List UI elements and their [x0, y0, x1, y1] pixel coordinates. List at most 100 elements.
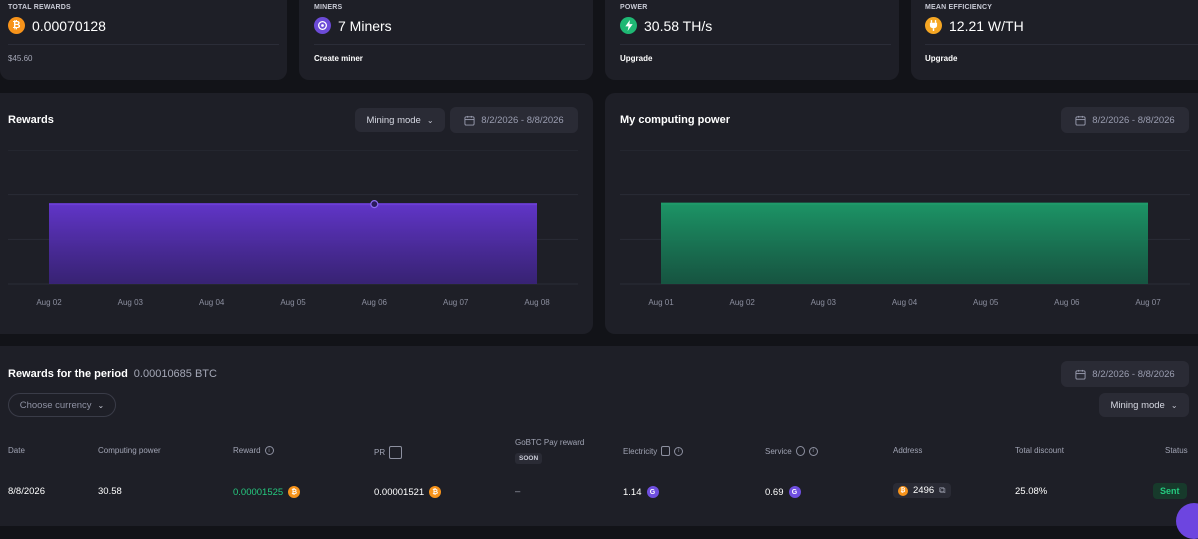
header-computing-power: Computing power [98, 446, 161, 455]
soon-badge: SOON [515, 453, 543, 464]
electricity-icon[interactable] [661, 446, 671, 456]
stat-card-miners: MINERS 7 Miners Create miner [299, 0, 593, 80]
chevron-down-icon: ⌄ [1170, 400, 1178, 410]
bitcoin-icon: ₿ [288, 486, 301, 498]
header-gobtc: GoBTC Pay reward [515, 438, 585, 447]
stat-label: POWER [620, 4, 648, 11]
highlighted-data-point[interactable] [370, 200, 379, 209]
chevron-down-icon: ⌄ [426, 115, 434, 125]
period-total: 0.00010685 BTC [133, 368, 217, 380]
address-value: 2496 [913, 485, 935, 496]
header-reward: Reward i [233, 446, 274, 455]
stat-usd-value: $45.60 [8, 54, 33, 63]
x-tick-label: Aug 04 [892, 298, 918, 307]
chat-bubble-button[interactable] [1176, 503, 1198, 539]
header-electricity: Electricity i [623, 446, 684, 456]
cell-computing-power: 30.58 [98, 486, 122, 497]
x-tick-label: Aug 07 [1135, 298, 1161, 307]
stat-card-efficiency: MEAN EFFICIENCY 12.21 W/TH Upgrade [911, 0, 1198, 80]
stat-value: 7 Miners [338, 17, 392, 34]
x-tick-label: Aug 02 [36, 298, 62, 307]
header-status: Status [1165, 446, 1188, 455]
currency-placeholder: Choose currency [19, 399, 92, 411]
x-tick-label: Aug 06 [362, 298, 388, 307]
info-icon[interactable]: i [674, 446, 684, 456]
cell-total-discount: 25.08% [1015, 486, 1048, 497]
stat-label: MINERS [314, 4, 343, 11]
gmt-token-icon: G [788, 486, 801, 498]
stat-card-power: POWER 30.58 TH/s Upgrade [605, 0, 899, 80]
chevron-down-icon: ⌄ [97, 400, 105, 410]
cell-address[interactable]: ₿ 2496 ⧉ [893, 483, 951, 498]
cell-pr: 0.00001521 ₿ [374, 486, 442, 498]
cell-date: 8/8/2026 [8, 486, 45, 497]
x-tick-label: Aug 03 [811, 298, 837, 307]
x-tick-label: Aug 06 [1054, 298, 1080, 307]
stat-value: 12.21 W/TH [949, 17, 1024, 34]
period-heading: Rewards for the period 0.00010685 BTC [8, 368, 217, 380]
info-icon[interactable]: i [264, 446, 274, 455]
header-total-discount: Total discount [1015, 446, 1064, 455]
stat-label: MEAN EFFICIENCY [925, 4, 993, 11]
mining-mode-label: Mining mode [366, 114, 421, 126]
cell-gobtc: – [515, 486, 521, 497]
header-reward-label: Reward [233, 446, 261, 455]
cell-status: Sent [1153, 483, 1187, 499]
electricity-value: 1.14 [623, 486, 642, 498]
calendar-icon [1075, 115, 1086, 126]
x-tick-label: Aug 03 [118, 298, 144, 307]
computing-date-picker[interactable]: 8/2/2026 - 8/8/2026 [1061, 107, 1189, 133]
bitcoin-icon: ₿ [429, 486, 442, 498]
x-tick-label: Aug 05 [973, 298, 999, 307]
x-tick-label: Aug 04 [199, 298, 225, 307]
rewards-area-chart: Aug 02 Aug 03 Aug 04 Aug 05 Aug 06 Aug 07 Aug … [8, 150, 578, 307]
header-electricity-label: Electricity [623, 446, 658, 456]
header-pr: PR [374, 446, 403, 459]
header-address: Address [893, 446, 923, 455]
service-icon[interactable] [795, 446, 805, 456]
mining-mode-select[interactable]: Mining mode ⌄ [355, 108, 445, 132]
bitcoin-icon: ₿ [8, 17, 25, 34]
x-tick-label: Aug 05 [280, 298, 306, 307]
computing-power-title: My computing power [620, 114, 730, 126]
x-tick-label: Aug 01 [648, 298, 674, 307]
date-range-text: 8/2/2026 - 8/8/2026 [1092, 368, 1175, 380]
period-date-picker[interactable]: 8/2/2026 - 8/8/2026 [1061, 361, 1189, 387]
info-icon[interactable]: i [808, 446, 818, 456]
header-pr-label: PR [374, 448, 386, 457]
header-service: Service i [765, 446, 818, 456]
choose-currency-select[interactable]: Choose currency ⌄ [8, 393, 116, 417]
pr-value: 0.00001521 [374, 486, 425, 498]
computing-power-area-chart: Aug 01 Aug 02 Aug 03 Aug 04 Aug 05 Aug 06 Aug … [620, 150, 1190, 307]
rewards-title: Rewards [8, 114, 54, 126]
x-tick-label: Aug 07 [443, 298, 469, 307]
copy-icon[interactable]: ⧉ [939, 485, 946, 495]
status-badge: Sent [1153, 483, 1187, 499]
mining-mode-label: Mining mode [1110, 399, 1165, 411]
lightning-icon [620, 17, 637, 34]
header-service-label: Service [765, 446, 792, 456]
header-date: Date [8, 446, 25, 455]
cell-service: 0.69 G [765, 486, 801, 498]
rewards-date-picker[interactable]: 8/2/2026 - 8/8/2026 [450, 107, 578, 133]
plug-icon [925, 17, 942, 34]
miner-icon [314, 17, 331, 34]
date-range-text: 8/2/2026 - 8/8/2026 [481, 114, 564, 126]
upgrade-link[interactable]: Upgrade [620, 54, 653, 63]
stat-card-total-rewards: TOTAL REWARDS ₿ 0.00070128 $45.60 [0, 0, 287, 80]
period-mining-mode-select[interactable]: Mining mode ⌄ [1099, 393, 1189, 417]
upgrade-link[interactable]: Upgrade [925, 54, 958, 63]
service-value: 0.69 [765, 486, 784, 498]
x-tick-label: Aug 02 [729, 298, 755, 307]
create-miner-link[interactable]: Create miner [314, 54, 363, 63]
calendar-icon [464, 115, 475, 126]
stat-value: 30.58 TH/s [644, 17, 713, 34]
period-title: Rewards for the period [8, 368, 128, 380]
stat-value: 0.00070128 [32, 17, 106, 34]
gmt-token-icon: G [646, 486, 659, 498]
series-area [49, 204, 537, 284]
bitcoin-icon: ₿ [898, 485, 908, 496]
cell-electricity: 1.14 G [623, 486, 659, 498]
pr-icon[interactable] [389, 446, 403, 459]
rewards-period-panel [0, 346, 1198, 526]
